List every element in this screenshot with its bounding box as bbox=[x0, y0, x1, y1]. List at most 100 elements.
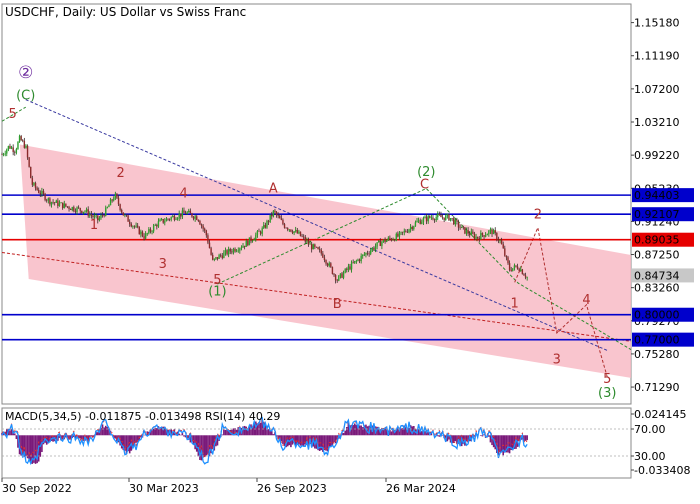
candle-body bbox=[500, 240, 503, 245]
candle-body bbox=[504, 248, 506, 256]
level-price-box bbox=[632, 307, 694, 322]
candle-body bbox=[143, 236, 145, 239]
candle-body bbox=[14, 151, 16, 153]
candle-body bbox=[357, 259, 359, 261]
wave-label: 5 bbox=[603, 372, 611, 387]
price-tick-label: 0.87250 bbox=[634, 249, 680, 262]
candle-body bbox=[151, 231, 153, 233]
wave-label: 1 bbox=[511, 296, 519, 311]
price-tick-label: 1.15180 bbox=[634, 17, 680, 30]
candle-body bbox=[339, 273, 342, 276]
candle-body bbox=[232, 248, 235, 253]
candle-body bbox=[475, 236, 477, 239]
candle-body bbox=[298, 231, 300, 234]
candle-body bbox=[488, 230, 490, 235]
candle-body bbox=[141, 231, 144, 237]
candle-body bbox=[124, 214, 126, 216]
candle-body bbox=[248, 237, 251, 246]
candle-body bbox=[299, 231, 302, 237]
candle-body bbox=[470, 231, 472, 236]
candle-body bbox=[433, 219, 436, 221]
candle-body bbox=[274, 210, 276, 212]
candle-body bbox=[90, 214, 93, 216]
candle-body bbox=[156, 224, 158, 227]
candle-body bbox=[170, 217, 172, 220]
candle-body bbox=[157, 221, 160, 227]
candle-body bbox=[422, 218, 425, 222]
candle-body bbox=[235, 250, 238, 252]
candle-body bbox=[84, 211, 86, 212]
candle-body bbox=[25, 145, 27, 148]
candle-body bbox=[409, 226, 412, 230]
candle-body bbox=[237, 250, 239, 252]
macd-tick-label: -0.033408 bbox=[634, 464, 690, 477]
candle-body bbox=[518, 268, 520, 271]
candle-body bbox=[293, 231, 295, 234]
candle-body bbox=[61, 202, 64, 209]
candle-body bbox=[325, 260, 327, 264]
candle-body bbox=[234, 248, 236, 252]
candle-body bbox=[478, 237, 480, 240]
candle-body bbox=[98, 218, 101, 221]
candle-body bbox=[165, 218, 168, 222]
candle-body bbox=[231, 251, 233, 253]
candle-body bbox=[135, 225, 137, 227]
candle-body bbox=[505, 255, 508, 258]
candle-body bbox=[288, 229, 291, 231]
candle-body bbox=[366, 253, 369, 254]
trendline-red bbox=[1, 251, 632, 342]
candle-body bbox=[199, 220, 201, 225]
candle-body bbox=[494, 230, 496, 233]
candle-body bbox=[28, 157, 30, 167]
candle-body bbox=[121, 209, 123, 213]
candle-body bbox=[17, 142, 19, 150]
candle-body bbox=[333, 273, 335, 275]
candle-body bbox=[323, 257, 326, 261]
candle-body bbox=[462, 226, 465, 228]
candle-body bbox=[259, 231, 262, 234]
candle-body bbox=[227, 248, 230, 255]
candle-body bbox=[105, 207, 107, 216]
candle-body bbox=[221, 255, 223, 259]
candle-body bbox=[207, 235, 209, 243]
candle-body bbox=[173, 215, 176, 220]
candle-body bbox=[385, 240, 388, 242]
candle-body bbox=[317, 247, 319, 250]
candle-body bbox=[226, 250, 228, 255]
candle-body bbox=[401, 231, 404, 233]
candle-body bbox=[39, 192, 42, 195]
candle-body bbox=[516, 266, 519, 269]
time-tick-label: 30 Mar 2023 bbox=[129, 482, 199, 495]
candle-body bbox=[464, 227, 466, 234]
level-price-box bbox=[632, 332, 694, 347]
candle-body bbox=[365, 253, 367, 255]
candle-body bbox=[26, 145, 29, 158]
candle-body bbox=[4, 153, 6, 155]
candle-body bbox=[362, 254, 364, 256]
current-price-box bbox=[632, 268, 694, 283]
candle-body bbox=[275, 211, 278, 216]
candle-body bbox=[119, 204, 121, 210]
wave-label: 5 bbox=[213, 273, 221, 288]
candle-body bbox=[411, 226, 413, 230]
candle-body bbox=[44, 193, 46, 201]
candle-body bbox=[92, 215, 94, 218]
candle-body bbox=[379, 240, 382, 246]
candle-body bbox=[264, 224, 267, 228]
candle-body bbox=[180, 213, 182, 217]
candle-body bbox=[251, 240, 254, 242]
wave-label: 2 bbox=[117, 166, 125, 181]
level-price-label: 0.94403 bbox=[634, 189, 680, 202]
candle-body bbox=[424, 216, 426, 219]
candle-body bbox=[461, 226, 463, 228]
candle-body bbox=[183, 210, 185, 213]
wave-label: 4 bbox=[582, 293, 590, 308]
candle-body bbox=[322, 253, 324, 258]
candle-body bbox=[430, 217, 433, 219]
candle-body bbox=[443, 217, 445, 221]
trendline-blue bbox=[25, 99, 608, 351]
projection-red bbox=[514, 225, 608, 378]
candle-body bbox=[172, 215, 174, 218]
candle-body bbox=[432, 217, 434, 220]
